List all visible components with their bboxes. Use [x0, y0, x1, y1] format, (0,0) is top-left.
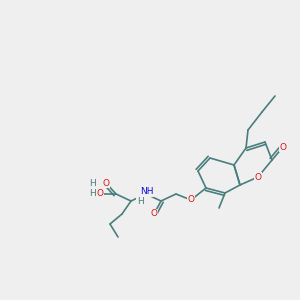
Text: H: H — [90, 178, 96, 188]
Text: O: O — [97, 190, 104, 199]
Text: H: H — [136, 196, 143, 206]
Text: O: O — [103, 178, 110, 188]
Text: O: O — [188, 196, 194, 205]
Text: O: O — [151, 209, 158, 218]
Text: NH: NH — [140, 188, 154, 196]
Text: H: H — [90, 190, 96, 199]
Text: O: O — [254, 172, 262, 182]
Text: O: O — [280, 142, 286, 152]
